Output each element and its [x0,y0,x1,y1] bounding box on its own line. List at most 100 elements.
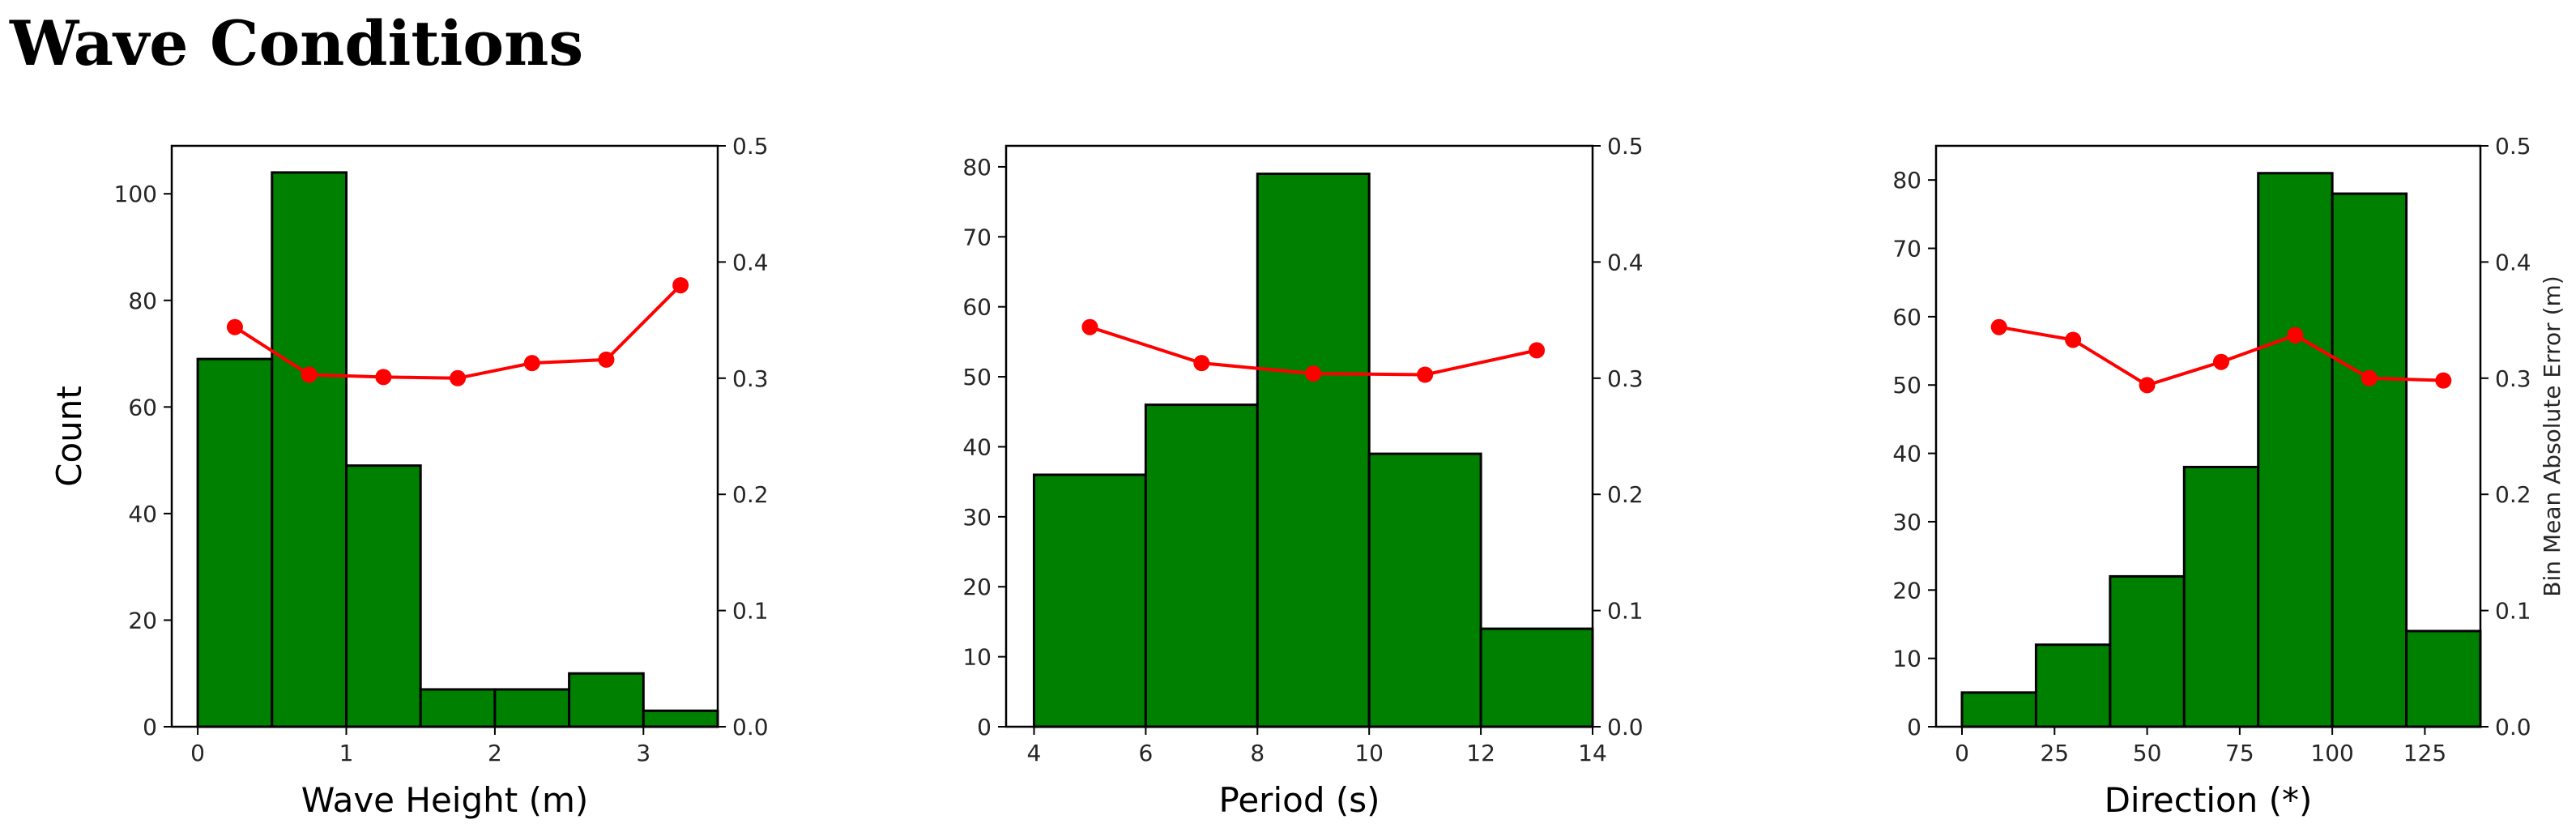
histogram-bar [1144,403,1259,728]
y2-tick-label: 0.4 [1607,249,1644,275]
chart-panel-3: 0 25 50 75 100 125 0 10 20 30 40 50 60 70 80 0.0 0.1 0.2 0… [1892,133,2565,820]
x-tick-label: 0 [190,740,205,766]
histogram-bar [2182,465,2260,728]
x-tick-label: 8 [1250,740,1265,766]
y-tick-label: 0 [977,714,992,741]
x-tick-label: 0 [1955,740,1969,766]
x-tick-label: 25 [2040,740,2069,766]
histogram-bar [1479,627,1594,728]
y2-tick-label: 0.5 [732,133,769,160]
x-tick-label: 14 [1578,740,1607,766]
error-marker [226,318,243,335]
y2-tick-label: 0.0 [1607,714,1644,741]
y-tick-label: 0 [1907,714,1921,741]
y2-axis-label: Bin Mean Absolute Error (m) [2539,275,2565,596]
y2-tick-label: 0.2 [2495,481,2531,508]
x-tick-label: 10 [1354,740,1384,766]
y2-tick-label: 0.4 [2495,249,2531,275]
y2-tick-label: 0.4 [732,249,769,275]
y-axis-label: Count [49,386,89,487]
y2-tick-label: 0.5 [2495,133,2531,160]
y2-tick-label: 0.0 [2495,714,2531,741]
error-marker [1529,342,1546,359]
y-tick-label: 70 [962,224,992,250]
y-tick-label: 40 [1892,441,1921,467]
y-tick-label: 40 [962,433,992,460]
x-tick-label: 3 [636,740,650,766]
histogram-bar [568,672,645,728]
error-marker [2287,327,2304,344]
histogram-bar [1256,173,1371,728]
error-marker [672,277,689,294]
x-axis-label: Direction (*) [2105,780,2313,820]
y-tick-label: 50 [1892,372,1921,399]
y-tick-label: 60 [962,294,992,321]
y-tick-label: 80 [962,154,992,181]
histogram-bar [271,171,348,728]
y-tick-label: 60 [1892,304,1921,331]
histogram-bar [642,709,719,728]
y2-tick-label: 0.1 [732,598,769,625]
y2-tick-label: 0.2 [1607,481,1644,508]
y-tick-label: 20 [128,607,157,634]
histogram-bar [196,357,274,728]
histogram-bar [1367,452,1482,728]
histogram-bar [2257,172,2334,728]
plot-frame [170,144,719,728]
y2-tick-label: 0.3 [732,365,769,392]
x-tick-label: 1 [339,740,354,766]
error-marker [375,369,392,386]
y2-tick-label: 0.3 [1607,365,1644,392]
histogram-bar [2405,630,2482,728]
error-marker [1193,355,1210,372]
x-tick-label: 50 [2133,740,2162,766]
y-tick-label: 10 [1892,646,1921,672]
y2-tick-label: 0.5 [1607,133,1644,160]
page-title: Wave Conditions [10,7,584,79]
y-tick-label: 30 [1892,509,1921,536]
histogram-bar [1960,691,2037,728]
error-marker [598,351,615,368]
error-marker [2065,331,2082,348]
plot-frame [1004,144,1594,728]
x-tick-label: 125 [2403,740,2446,766]
histogram-bar [2109,574,2186,728]
plot-frame [1934,144,2482,728]
y-tick-label: 10 [962,644,992,671]
y-tick-label: 70 [1892,236,1921,262]
y2-tick-label: 0.2 [732,481,769,508]
y-tick-label: 80 [128,288,157,314]
x-axis-label: Wave Height (m) [301,780,589,820]
y-tick-label: 20 [962,574,992,600]
histogram-bar [493,688,571,728]
error-marker [523,355,540,372]
error-marker [450,369,467,386]
x-tick-label: 2 [488,740,502,766]
y-tick-label: 60 [128,394,157,420]
x-tick-label: 4 [1027,740,1042,766]
y2-tick-label: 0.1 [1607,598,1644,625]
y-tick-label: 50 [962,364,992,391]
chart-panel-1: 0 1 2 3 0 20 40 60 80 100 0.0 0.1 0.2 0.3 0.4 0.5 Wave H… [49,133,769,820]
x-tick-label: 6 [1138,740,1153,766]
y-tick-label: 20 [1892,577,1921,604]
y-tick-label: 80 [1892,167,1921,194]
y2-tick-label: 0.3 [2495,365,2531,392]
y-tick-label: 30 [962,504,992,531]
error-marker [2213,353,2229,370]
y2-tick-label: 0.0 [732,714,769,741]
y2-tick-label: 0.1 [2495,598,2531,625]
y-tick-label: 0 [143,714,157,741]
error-marker [1081,318,1098,335]
error-marker [1417,366,1434,383]
histogram-bar [2034,643,2112,728]
y-tick-label: 40 [128,501,157,527]
error-marker [1990,318,2007,335]
y-tick-label: 100 [114,181,157,207]
x-tick-label: 75 [2225,740,2254,766]
histogram-bar [419,688,497,728]
error-marker [2139,377,2156,394]
error-marker [1305,365,1322,382]
error-marker [301,366,318,383]
